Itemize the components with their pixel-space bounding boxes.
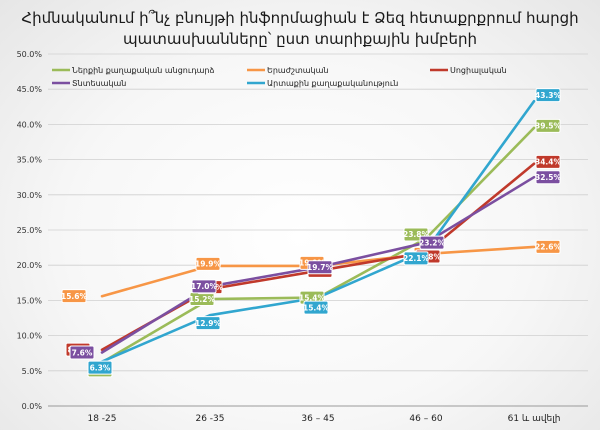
- gridlines: [48, 53, 588, 407]
- data-label-text: 7.6%: [72, 348, 93, 357]
- data-label-text: 19.9%: [195, 260, 222, 269]
- data-label: 6.3%: [87, 360, 113, 375]
- chart-title-line-1: Հիմնականում ի՞նչ բնույթի ինֆորմացիան է Ձ…: [21, 9, 579, 27]
- legend-label: Արտաքին քաղաքականություն: [267, 79, 398, 88]
- chart-title-line-2: պատասխանները՝ ըստ տարիքային խմբերի: [123, 30, 477, 48]
- x-tick-label: 18 -25: [87, 414, 116, 424]
- data-label-text: 15.4%: [303, 303, 330, 312]
- data-label-text: 15.4%: [299, 293, 326, 302]
- series-line: [100, 99, 536, 363]
- data-label-text: 43.3%: [535, 91, 562, 100]
- x-tick-label: 36 – 45: [301, 414, 334, 424]
- data-label-box: [303, 300, 329, 315]
- data-label: 43.3%: [535, 88, 562, 103]
- data-label-box: [87, 360, 113, 375]
- data-label-text: 23.2%: [419, 238, 446, 247]
- data-label-text: 22.6%: [535, 243, 562, 252]
- chart-title: Հիմնականում ի՞նչ բնույթի ինֆորմացիան է Ձ…: [0, 8, 600, 50]
- y-tick-label: 50.0%: [17, 50, 43, 59]
- data-label: 22.1%: [403, 251, 430, 266]
- data-label: 17.0%: [191, 279, 218, 294]
- y-tick-label: 25.0%: [17, 226, 43, 235]
- data-label: 15.6%: [61, 289, 88, 304]
- data-label: 15.2%: [189, 291, 216, 306]
- y-tick-label: 45.0%: [17, 85, 43, 94]
- data-label-box: [69, 345, 95, 360]
- legend-label: Սոցիալական: [450, 66, 507, 75]
- data-label-box: [535, 118, 561, 133]
- y-tick-label: 15.0%: [17, 296, 43, 305]
- y-tick-label: 40.0%: [17, 120, 43, 129]
- data-label-text: 22.1%: [403, 254, 430, 263]
- y-tick-label: 5.0%: [22, 367, 43, 376]
- data-label-text: 15.6%: [61, 292, 88, 301]
- x-axis: 18 -25 26 -35 36 – 45 46 – 60 61 և ավելի: [87, 414, 560, 424]
- data-label: 34.4%: [535, 154, 562, 169]
- data-label-box: [419, 235, 445, 250]
- legend-label: Ներքին քաղաքական անցուդարձ: [72, 66, 215, 75]
- data-labels: 6.2%15.2%15.4%23.8%39.5%15.6%19.9%19.9%2…: [61, 88, 562, 378]
- data-label-text: 12.9%: [195, 319, 222, 328]
- data-label-text: 6.3%: [90, 363, 111, 372]
- legend: Ներքին քաղաքական անցուդարձ Երաժշտական Սոցի…: [52, 66, 507, 88]
- series-lines: [100, 99, 536, 364]
- data-label-text: 34.4%: [535, 158, 562, 167]
- data-label-box: [195, 256, 221, 271]
- x-tick-label: 61 և ավելի: [508, 414, 561, 424]
- x-tick-label: 26 -35: [195, 414, 224, 424]
- data-label-box: [403, 251, 429, 266]
- data-label-box: [535, 239, 561, 254]
- y-tick-label: 30.0%: [17, 191, 43, 200]
- legend-label: Երաժշտական: [267, 66, 328, 75]
- data-label-box: [535, 170, 561, 185]
- data-label-text: 17.0%: [191, 282, 218, 291]
- data-label-text: 32.5%: [535, 173, 562, 182]
- data-label: 23.2%: [419, 235, 446, 250]
- data-label-box: [61, 289, 87, 304]
- x-tick-label: 46 – 60: [409, 414, 442, 424]
- data-label: 12.9%: [195, 316, 222, 331]
- legend-label: Տնտեսական: [72, 79, 126, 88]
- data-label: 19.7%: [307, 260, 334, 275]
- data-label: 22.6%: [535, 239, 562, 254]
- y-tick-label: 35.0%: [17, 156, 43, 165]
- data-label-text: 39.5%: [535, 122, 562, 131]
- data-label-box: [307, 260, 333, 275]
- data-label: 39.5%: [535, 118, 562, 133]
- y-tick-label: 0.0%: [22, 402, 43, 411]
- y-tick-label: 20.0%: [17, 261, 43, 270]
- y-tick-label: 10.0%: [17, 332, 43, 341]
- data-label-text: 23.8%: [403, 230, 430, 239]
- data-label-box: [191, 279, 217, 294]
- data-label-text: 15.2%: [189, 295, 216, 304]
- series-line: [100, 126, 536, 364]
- y-axis: 0.0% 5.0% 10.0% 15.0% 20.0% 25.0% 30.0% 35.0% 40…: [17, 50, 43, 411]
- data-label: 7.6%: [69, 345, 95, 360]
- data-label-box: [535, 88, 561, 103]
- data-label: 19.9%: [195, 256, 222, 271]
- data-label: 32.5%: [535, 170, 562, 185]
- data-label-box: [195, 316, 221, 331]
- data-label-text: 19.7%: [307, 263, 334, 272]
- data-label: 15.4%: [303, 300, 330, 315]
- data-label-box: [535, 154, 561, 169]
